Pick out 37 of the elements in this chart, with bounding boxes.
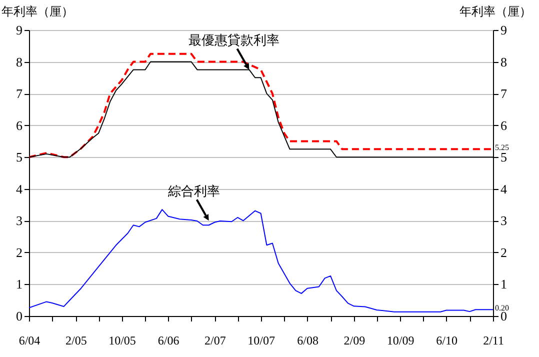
x-tick-label: 2/05 bbox=[65, 334, 87, 348]
y2-tick-label: 2 bbox=[500, 244, 507, 260]
x-tick-label: 6/10 bbox=[436, 334, 458, 348]
y-tick-label: 5 bbox=[16, 150, 22, 165]
annotation: 0.20 bbox=[495, 304, 509, 313]
y-tick-label: 6 bbox=[16, 118, 23, 133]
x-tick-label: 10/09 bbox=[386, 334, 414, 348]
y-tick-label: 7 bbox=[16, 86, 23, 102]
x-tick-label: 2/09 bbox=[344, 334, 366, 348]
x-tick-label: 10/05 bbox=[108, 334, 136, 348]
y2-tick-label: 4 bbox=[500, 181, 508, 196]
annotation: 綜合利率 bbox=[166, 184, 220, 199]
y-tick-label: 2 bbox=[16, 244, 22, 260]
y2-tick-label: 9 bbox=[500, 22, 507, 38]
x-tick-label: 6/06 bbox=[158, 334, 180, 348]
y-tick-label: 8 bbox=[16, 54, 22, 70]
x-tick-label: 6/04 bbox=[18, 334, 40, 348]
y2-tick-label: 3 bbox=[500, 213, 507, 228]
y2-tick-label: 8 bbox=[500, 54, 507, 70]
y-tick-label: 3 bbox=[16, 213, 22, 228]
x-tick-label: 10/07 bbox=[248, 334, 275, 348]
annotation: 最優惠貸款利率 bbox=[188, 32, 280, 48]
x-tick-label: 2/07 bbox=[204, 334, 226, 348]
line-series bbox=[29, 209, 493, 312]
x-tick-label: 2/11 bbox=[483, 334, 504, 348]
y-tick-label: 0 bbox=[16, 308, 22, 324]
y-tick-label: 4 bbox=[16, 181, 23, 196]
y2-tick-label: 5 bbox=[500, 150, 507, 165]
y-axis-title: 年利率（厘） bbox=[2, 4, 74, 18]
y2-tick-label: 6 bbox=[500, 118, 508, 133]
x-tick-label: 6/08 bbox=[297, 334, 318, 348]
y2-tick-label: 1 bbox=[500, 276, 507, 292]
y-tick-label: 1 bbox=[16, 276, 22, 292]
y2-tick-label: 7 bbox=[500, 86, 508, 102]
y-tick-label: 9 bbox=[16, 22, 22, 38]
annotation: 5.25 bbox=[495, 143, 509, 152]
y2-axis-title: 年利率（厘） bbox=[460, 4, 532, 18]
